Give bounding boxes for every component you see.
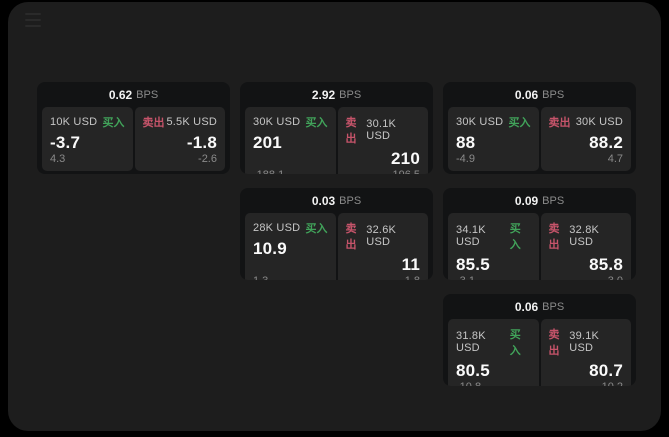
sell-price: -1.8 — [186, 133, 217, 152]
sell-change: 3.0 — [549, 275, 623, 280]
bps-unit-label: BPS — [542, 300, 565, 313]
quote-card-1: 0.62 BPS 10K USD 买入 -3.7 4.3 卖出 5.5K USD — [37, 82, 230, 174]
buy-price: -3.7 — [50, 133, 81, 152]
sell-label: 卖出 — [345, 223, 357, 251]
sell-amount: 5.5K USD — [166, 116, 217, 128]
bps-value: 2.92 — [311, 87, 336, 102]
bps-unit-label: BPS — [339, 194, 362, 207]
buy-price: 80.5 — [456, 361, 490, 380]
buy-change: -188.1 — [253, 169, 328, 174]
bps-header: 0.03 BPS — [240, 188, 433, 213]
sell-change: 196.5 — [346, 169, 420, 174]
sell-price: 80.7 — [589, 361, 623, 380]
bps-value: 0.09 — [514, 193, 539, 208]
quote-card-6: 0.06 BPS 31.8K USD 买入 80.5 -10.8 卖出 39.1… — [443, 294, 636, 386]
sell-change: -2.6 — [198, 153, 217, 165]
sell-amount: 30.1K USD — [366, 118, 397, 142]
bps-unit-label: BPS — [542, 88, 565, 101]
buy-panel[interactable]: 34.1K USD 买入 85.5 -3.1 — [448, 213, 539, 280]
sell-amount: 32.6K USD — [366, 224, 397, 248]
bps-unit-label: BPS — [542, 194, 565, 207]
buy-change: 1.3 — [253, 275, 328, 280]
sell-label: 卖出 — [548, 117, 571, 129]
sell-panel[interactable]: 卖出 30.1K USD 210 196.5 — [337, 107, 428, 174]
buy-amount: 30K USD — [456, 116, 504, 128]
bps-unit-label: BPS — [339, 88, 362, 101]
sell-price: 88.2 — [589, 133, 623, 152]
sell-panel[interactable]: 卖出 30K USD 88.2 4.7 — [540, 107, 631, 171]
buy-price: 88 — [456, 133, 476, 152]
buy-panel[interactable]: 31.8K USD 买入 80.5 -10.8 — [448, 319, 539, 386]
buy-amount: 34.1K USD — [456, 224, 486, 248]
bps-unit-label: BPS — [136, 88, 159, 101]
buy-amount: 10K USD — [50, 116, 98, 128]
buy-amount: 28K USD — [253, 222, 301, 234]
sell-amount: 30K USD — [575, 116, 623, 128]
quote-cards-grid: 0.62 BPS 10K USD 买入 -3.7 4.3 卖出 5.5K USD — [37, 82, 636, 386]
buy-label: 买入 — [305, 117, 328, 129]
sell-price: 210 — [391, 149, 420, 168]
sell-panel[interactable]: 卖出 39.1K USD 80.7 10.2 — [540, 319, 631, 386]
sell-label: 卖出 — [548, 223, 560, 251]
bps-value: 0.06 — [514, 87, 539, 102]
buy-label: 买入 — [509, 223, 521, 251]
buy-price: 85.5 — [456, 255, 490, 274]
buy-change: -4.9 — [456, 153, 475, 165]
buy-panel[interactable]: 10K USD 买入 -3.7 4.3 — [42, 107, 133, 171]
menu-icon[interactable] — [25, 13, 41, 27]
buy-change: 4.3 — [50, 153, 66, 165]
buy-amount: 30K USD — [253, 116, 301, 128]
quote-card-5: 0.09 BPS 34.1K USD 买入 85.5 -3.1 卖出 32.8K… — [443, 188, 636, 280]
bps-header: 2.92 BPS — [240, 82, 433, 107]
sell-price: 11 — [401, 255, 420, 274]
bps-header: 0.06 BPS — [443, 82, 636, 107]
quote-card-4: 0.03 BPS 28K USD 买入 10.9 1.3 卖出 32.6K US… — [240, 188, 433, 280]
buy-panel[interactable]: 30K USD 买入 88 -4.9 — [448, 107, 539, 171]
buy-label: 买入 — [509, 329, 521, 357]
sell-amount: 32.8K USD — [569, 224, 600, 248]
bps-value: 0.62 — [108, 87, 133, 102]
sell-change: 10.2 — [549, 381, 623, 386]
bps-header: 0.09 BPS — [443, 188, 636, 213]
sell-panel[interactable]: 卖出 32.8K USD 85.8 3.0 — [540, 213, 631, 280]
buy-label: 买入 — [508, 117, 531, 129]
sell-label: 卖出 — [345, 117, 357, 145]
bps-value: 0.03 — [311, 193, 336, 208]
buy-price: 201 — [253, 133, 282, 152]
buy-amount: 31.8K USD — [456, 330, 486, 354]
buy-panel[interactable]: 28K USD 买入 10.9 1.3 — [245, 213, 336, 280]
sell-label: 卖出 — [548, 329, 560, 357]
sell-price: 85.8 — [589, 255, 623, 274]
buy-change: -10.8 — [456, 381, 531, 386]
app-window: 0.62 BPS 10K USD 买入 -3.7 4.3 卖出 5.5K USD — [8, 2, 661, 431]
sell-change: -1.8 — [346, 275, 420, 280]
buy-panel[interactable]: 30K USD 买入 201 -188.1 — [245, 107, 336, 174]
buy-price: 10.9 — [253, 239, 287, 258]
quote-card-3: 0.06 BPS 30K USD 买入 88 -4.9 卖出 30K USD — [443, 82, 636, 174]
sell-panel[interactable]: 卖出 32.6K USD 11 -1.8 — [337, 213, 428, 280]
bps-header: 0.62 BPS — [37, 82, 230, 107]
buy-label: 买入 — [102, 117, 125, 129]
buy-change: -3.1 — [456, 275, 531, 280]
buy-label: 买入 — [305, 223, 328, 235]
sell-change: 4.7 — [607, 153, 623, 165]
quote-card-2: 2.92 BPS 30K USD 买入 201 -188.1 卖出 30.1K … — [240, 82, 433, 174]
bps-value: 0.06 — [514, 299, 539, 314]
sell-amount: 39.1K USD — [569, 330, 600, 354]
bps-header: 0.06 BPS — [443, 294, 636, 319]
sell-panel[interactable]: 卖出 5.5K USD -1.8 -2.6 — [134, 107, 225, 171]
sell-label: 卖出 — [142, 117, 165, 129]
